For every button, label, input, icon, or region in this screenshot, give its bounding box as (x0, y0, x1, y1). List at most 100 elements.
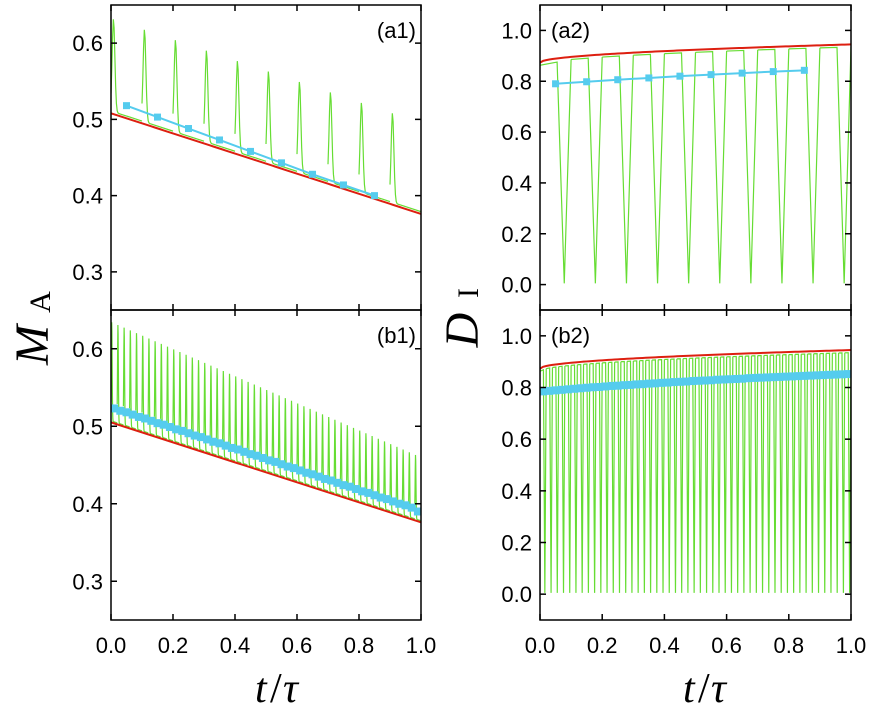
trajectory-cycle-b2-1 (546, 367, 554, 593)
trajectory-series-b1 (111, 322, 421, 522)
average-marker-b1-16 (209, 437, 218, 446)
average-marker-b2-1 (545, 386, 554, 395)
x-tick-label-b1-1: 0.2 (158, 633, 189, 658)
right-x-title-slash: / (698, 666, 710, 712)
y-tick-label-b2-4: 0.8 (501, 376, 532, 401)
left-y-title-main: M (6, 322, 59, 366)
average-marker-b1-45 (389, 497, 398, 506)
x-tick-label-b2-0: 0.0 (525, 633, 556, 658)
y-tick-label-a2-5: 1.0 (501, 18, 532, 43)
average-marker-a1-4 (247, 147, 254, 155)
average-marker-b1-14 (196, 433, 205, 442)
average-marker-b2-4 (563, 385, 572, 394)
average-marker-a2-0 (552, 80, 560, 88)
left-y-axis-title: M A (6, 291, 59, 366)
average-marker-b1-43 (376, 493, 385, 502)
average-marker-a1-1 (154, 113, 161, 121)
trajectory-cycle-b2-32 (739, 355, 746, 593)
y-tick-label-b1-1: 0.4 (72, 492, 103, 517)
trajectory-cycle-b2-4 (564, 364, 572, 593)
trajectory-cycle-b2-48 (838, 352, 846, 593)
trajectory-cycle-b2-38 (776, 354, 784, 593)
trajectory-cycle-b2-20 (664, 358, 672, 593)
plot-area-a1 (111, 19, 421, 215)
average-marker-b2-2 (551, 386, 560, 395)
right-y-axis-title: D I (436, 288, 489, 348)
average-marker-b1-34 (320, 474, 329, 483)
average-marker-b1-35 (327, 476, 336, 485)
average-marker-b2-24 (688, 377, 697, 386)
trajectory-cycle-b1-20 (234, 376, 242, 464)
average-marker-b2-29 (719, 375, 728, 384)
trajectory-cycle-b2-33 (745, 355, 753, 593)
average-marker-b2-45 (819, 371, 828, 380)
x-tick-label-b1-3: 0.6 (282, 633, 313, 658)
average-marker-a1-0 (123, 102, 130, 110)
trajectory-cycle-b2-46 (826, 352, 833, 593)
y-tick-label-a2-1: 0.2 (501, 222, 532, 247)
trajectory-cycle-b2-16 (639, 359, 647, 593)
trajectory-cycle-b1-7 (153, 341, 161, 438)
x-tick-label-b2-3: 0.6 (711, 633, 742, 658)
trajectory-cycle-b1-10 (172, 349, 180, 444)
x-tick-label-b2-1: 0.2 (587, 633, 618, 658)
left-x-title-slash: / (270, 666, 282, 712)
average-marker-b2-8 (588, 383, 597, 392)
x-tick-label-b1-0: 0.0 (96, 633, 127, 658)
average-marker-b1-19 (227, 443, 236, 452)
trajectory-cycle-a2-0 (540, 59, 572, 284)
trajectory-cycle-b2-23 (683, 357, 690, 593)
average-marker-b1-7 (153, 419, 162, 428)
trajectory-cycle-b2-17 (645, 359, 653, 593)
trajectory-cycle-b2-15 (633, 360, 641, 593)
average-marker-b2-5 (570, 384, 579, 393)
average-marker-a2-7 (769, 68, 777, 76)
trajectory-cycle-b1-18 (222, 370, 229, 460)
average-marker-b1-33 (314, 472, 323, 481)
average-marker-b2-35 (756, 373, 765, 382)
average-marker-b1-27 (277, 460, 286, 469)
x-tick-label-b2-2: 0.4 (649, 633, 680, 658)
trajectory-cycle-b1-25 (265, 389, 273, 474)
average-marker-b2-34 (750, 373, 759, 382)
trajectory-cycle-b2-7 (583, 363, 591, 593)
average-marker-b2-20 (663, 378, 672, 387)
y-tick-label-b2-1: 0.2 (501, 531, 532, 556)
trajectory-cycle-b1-4 (135, 333, 143, 432)
average-marker-a2-1 (583, 78, 591, 86)
average-marker-a2-2 (614, 76, 622, 84)
x-tick-label-b1-4: 0.8 (344, 633, 375, 658)
average-marker-a2-5 (707, 71, 715, 79)
trajectory-cycle-b1-34 (321, 414, 329, 492)
average-marker-b2-48 (837, 370, 846, 379)
trajectory-cycle-b2-45 (819, 352, 827, 593)
plot-area-b2 (540, 349, 851, 593)
trajectory-cycle-b2-18 (651, 359, 659, 593)
average-marker-b2-30 (725, 375, 734, 384)
average-marker-b2-44 (812, 371, 821, 380)
trajectory-cycle-b1-30 (296, 403, 304, 484)
panel-b2: 0.0 0.2 0.4 0.6 0.8 1.0 0.0 0.2 0.4 0.6 0.8 1.0 (b2) (501, 309, 866, 658)
trajectory-cycle-b1-45 (389, 444, 397, 514)
left-x-title-tau: τ (283, 666, 300, 712)
trajectory-cycle-b1-44 (383, 441, 391, 512)
average-marker-b2-11 (607, 381, 616, 390)
average-marker-b1-28 (283, 462, 292, 471)
panel-a2: 0.0 0.2 0.4 0.6 0.8 1.0 (a2) (501, 4, 852, 311)
trajectory-cycle-b2-36 (763, 354, 771, 593)
average-marker-b2-22 (675, 377, 684, 386)
trajectory-cycle-b1-31 (302, 406, 310, 486)
trajectory-cycle-b1-46 (395, 446, 403, 516)
trajectory-cycle-b2-34 (751, 355, 759, 593)
trajectory-cycle-b2-11 (608, 361, 616, 593)
average-marker-b2-37 (769, 373, 778, 382)
average-marker-b2-25 (694, 376, 703, 385)
average-marker-b1-49 (413, 507, 421, 516)
average-marker-a1-3 (216, 136, 223, 144)
trajectory-cycle-b2-47 (832, 352, 840, 593)
trajectory-cycle-a2-7 (757, 48, 790, 284)
trajectory-cycle-b1-8 (160, 343, 167, 440)
plot-area-a2 (540, 43, 851, 284)
trajectory-cycle-b2-13 (620, 360, 628, 593)
average-marker-b1-12 (184, 429, 193, 438)
